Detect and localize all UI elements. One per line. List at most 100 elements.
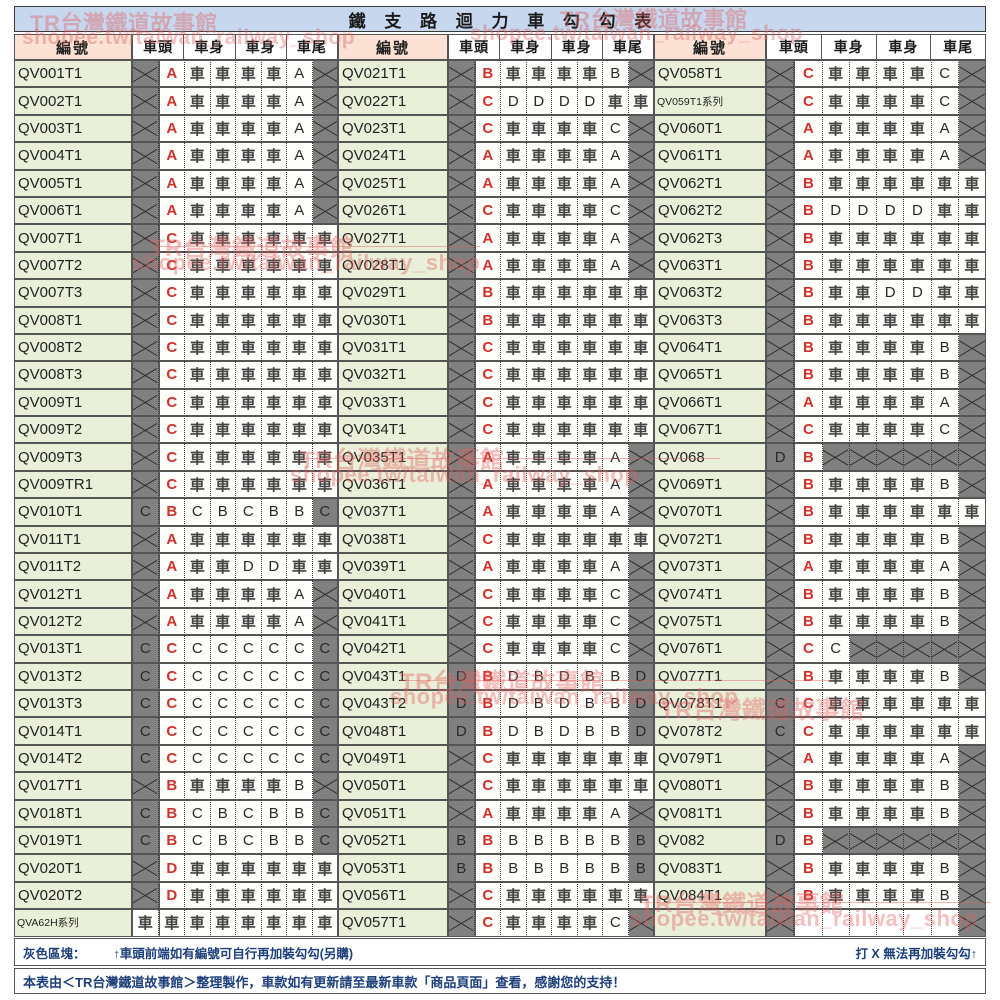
table-row[interactable]: QV052T1 B B B B B B B B xyxy=(338,826,654,855)
table-row[interactable]: QV033T1 C 車車車車車車 xyxy=(338,388,654,417)
table-row[interactable]: QV081T1 B 車車車車 B xyxy=(654,799,986,827)
table-row[interactable]: QV021T1 B 車車車車 B xyxy=(338,60,654,88)
table-row[interactable]: QV027T1 A 車車車車 A xyxy=(338,224,654,252)
table-row[interactable]: QV070T1 B 車車車車車車 xyxy=(654,498,986,526)
table-row[interactable]: QV009TR1 C 車車車車車車 xyxy=(14,470,338,499)
table-row[interactable]: QV067T1 C 車車車車 C xyxy=(654,416,986,444)
table-row[interactable]: QV013T2 C C C C C C C C xyxy=(14,662,338,690)
table-row[interactable]: QV009T1 C 車車車車車車 xyxy=(14,388,338,417)
table-row[interactable]: QV039T1 A 車車車車 A xyxy=(338,553,654,581)
table-row[interactable]: QV065T1 B 車車車車 B xyxy=(654,361,986,389)
table-row[interactable]: QV014T1 C C C C C C C C xyxy=(14,717,338,745)
table-row[interactable]: QV063T3 B 車車車車車車 xyxy=(654,306,986,334)
table-row[interactable]: QV022T1 C D D D D 車車 xyxy=(338,87,654,115)
table-row[interactable]: QV030T1 B 車車車車車車 xyxy=(338,306,654,334)
table-row[interactable] xyxy=(654,909,986,937)
table-row[interactable]: QV007T1 C 車車車車車車 xyxy=(14,224,338,252)
table-row[interactable]: QV037T1 A 車車車車 A xyxy=(338,498,654,526)
table-row[interactable]: QV006T1 A 車車車車 A xyxy=(14,196,338,225)
table-row[interactable]: QV076T1 C C xyxy=(654,635,986,663)
table-row[interactable]: QV017T1 B 車車車車 B xyxy=(14,772,338,800)
table-row[interactable]: QV068 D B xyxy=(654,443,986,471)
table-row[interactable]: QV020T2 D 車車車車車車 xyxy=(14,881,338,910)
table-row[interactable]: QV002T1 A 車車車車 A xyxy=(14,87,338,115)
table-row[interactable]: QV062T1 B 車車車車車車 xyxy=(654,169,986,197)
table-row[interactable]: QV043T1 D B D B D B B D xyxy=(338,662,654,690)
table-row[interactable]: QV058T1 C 車車車車 C xyxy=(654,60,986,88)
table-row[interactable]: QV025T1 A 車車車車 A xyxy=(338,169,654,197)
table-row[interactable]: QV013T1 C C C C C C C C xyxy=(14,635,338,663)
table-row[interactable]: QV003T1 A 車車車車 A xyxy=(14,114,338,143)
table-row[interactable]: QV026T1 C 車車車車 C xyxy=(338,196,654,225)
table-row[interactable]: QV011T1 A 車車車車車車 xyxy=(14,525,338,554)
table-row[interactable]: QV062T2 B D D D D 車車 xyxy=(654,196,986,225)
table-row[interactable]: QV038T1 C 車車車車車車 xyxy=(338,525,654,554)
table-row[interactable]: QV060T1 A 車車車車 A xyxy=(654,114,986,143)
table-row[interactable]: QV028T1 A 車車車車 A xyxy=(338,251,654,280)
table-row[interactable]: QV011T2 A 車車 D D 車車 xyxy=(14,553,338,581)
table-row[interactable]: QV078T2 C C 車車車車車車 xyxy=(654,717,986,745)
table-row[interactable]: QV010T1 C B C B C B B C xyxy=(14,498,338,526)
table-row[interactable]: QV062T3 B 車車車車車車 xyxy=(654,224,986,252)
table-row[interactable]: QV084T1 B 車車車車 B xyxy=(654,881,986,910)
table-row[interactable]: QV004T1 A 車車車車 A xyxy=(14,142,338,170)
table-row[interactable]: QV009T3 C 車車車車車車 xyxy=(14,443,338,471)
table-row[interactable]: QV066T1 A 車車車車 A xyxy=(654,388,986,417)
table-row[interactable]: QV075T1 B 車車車車 B xyxy=(654,607,986,636)
table-row[interactable]: QV074T1 B 車車車車 B xyxy=(654,580,986,608)
table-row[interactable]: QV041T1 C 車車車車 C xyxy=(338,607,654,636)
table-row[interactable]: QVA62H系列車車車車車車車車 xyxy=(14,909,338,937)
table-row[interactable]: QV043T2 D B D B D B B D xyxy=(338,689,654,718)
cell-value: D xyxy=(552,717,578,745)
table-row[interactable]: QV024T1 A 車車車車 A xyxy=(338,142,654,170)
table-row[interactable]: QV056T1 C 車車車車車車 xyxy=(338,881,654,910)
table-row[interactable]: QV069T1 B 車車車車 B xyxy=(654,470,986,499)
table-row[interactable]: QV048T1 D B D B D B B D xyxy=(338,717,654,745)
table-row[interactable]: QV008T3 C 車車車車車車 xyxy=(14,361,338,389)
cell-x-mark xyxy=(931,635,959,663)
table-row[interactable]: QV072T1 B 車車車車 B xyxy=(654,525,986,554)
table-row[interactable]: QV008T2 C 車車車車車車 xyxy=(14,333,338,362)
table-row[interactable]: QV063T2 B 車車 D D 車車 xyxy=(654,279,986,307)
table-row[interactable]: QV057T1 C 車車車車 C xyxy=(338,909,654,937)
table-row[interactable]: QV040T1 C 車車車車 C xyxy=(338,580,654,608)
table-row[interactable]: QV035T1 A 車車車車 A xyxy=(338,443,654,471)
table-row[interactable]: QV019T1 C B C B C B B C xyxy=(14,826,338,855)
table-row[interactable]: QV005T1 A 車車車車 A xyxy=(14,169,338,197)
table-row[interactable]: QV077T1 B 車車車車 B xyxy=(654,662,986,690)
table-row[interactable]: QV012T1 A 車車車車 A xyxy=(14,580,338,608)
table-row[interactable]: QV023T1 C 車車車車 C xyxy=(338,114,654,143)
table-row[interactable]: QV012T2 A 車車車車 A xyxy=(14,607,338,636)
table-row[interactable]: QV036T1 A 車車車車 A xyxy=(338,470,654,499)
credit-row: 本表由＜TR台灣鐵道故事館＞整理製作，車款如有更新請至最新車款「商品頁面」查看，… xyxy=(14,968,986,994)
table-row[interactable]: QV014T2 C C C C C C C C xyxy=(14,744,338,773)
table-row[interactable]: QV050T1 C 車車車車車車 xyxy=(338,772,654,800)
table-row[interactable]: QV059T1系列 C 車車車車 C xyxy=(654,87,986,115)
table-row[interactable]: QV079T1 A 車車車車 A xyxy=(654,744,986,773)
table-row[interactable]: QV080T1 B 車車車車 B xyxy=(654,772,986,800)
table-row[interactable]: QV049T1 C 車車車車車車 xyxy=(338,744,654,773)
table-row[interactable]: QV078T1 C C 車車車車車車 xyxy=(654,689,986,718)
table-row[interactable]: QV008T1 C 車車車車車車 xyxy=(14,306,338,334)
table-row[interactable]: QV013T3 C C C C C C C C xyxy=(14,689,338,718)
table-row[interactable]: QV032T1 C 車車車車車車 xyxy=(338,361,654,389)
cell-value: 車 xyxy=(603,361,629,389)
table-row[interactable]: QV051T1 A 車車車車 A xyxy=(338,799,654,827)
table-row[interactable]: QV053T1 B B B B B B B B xyxy=(338,854,654,882)
table-row[interactable]: QV061T1 A 車車車車 A xyxy=(654,142,986,170)
table-row[interactable]: QV042T1 C 車車車車 C xyxy=(338,635,654,663)
table-row[interactable]: QV082 D B xyxy=(654,826,986,855)
table-row[interactable]: QV031T1 C 車車車車車車 xyxy=(338,333,654,362)
table-row[interactable]: QV073T1 A 車車車車 A xyxy=(654,553,986,581)
table-row[interactable]: QV064T1 B 車車車車 B xyxy=(654,333,986,362)
table-row[interactable]: QV083T1 B 車車車車 B xyxy=(654,854,986,882)
table-row[interactable]: QV018T1 C B C B C B B C xyxy=(14,799,338,827)
table-row[interactable]: QV007T2 C 車車車車車車 xyxy=(14,251,338,280)
table-row[interactable]: QV007T3 C 車車車車車車 xyxy=(14,279,338,307)
table-row[interactable]: QV001T1 A 車車車車 A xyxy=(14,60,338,88)
table-row[interactable]: QV009T2 C 車車車車車車 xyxy=(14,416,338,444)
table-row[interactable]: QV020T1 D 車車車車車車 xyxy=(14,854,338,882)
table-row[interactable]: QV029T1 B 車車車車車車 xyxy=(338,279,654,307)
table-row[interactable]: QV034T1 C 車車車車車車 xyxy=(338,416,654,444)
table-row[interactable]: QV063T1 B 車車車車車車 xyxy=(654,251,986,280)
